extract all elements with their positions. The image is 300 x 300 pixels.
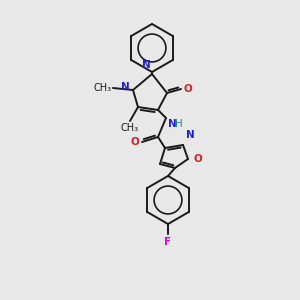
Text: CH₃: CH₃ — [121, 123, 139, 133]
Text: N: N — [121, 82, 130, 92]
Text: H: H — [175, 119, 183, 129]
Text: O: O — [184, 84, 193, 94]
Text: N: N — [142, 60, 150, 70]
Text: O: O — [130, 137, 139, 147]
Text: CH₃: CH₃ — [94, 83, 112, 93]
Text: N: N — [186, 130, 195, 140]
Text: O: O — [193, 154, 202, 164]
Text: N: N — [168, 119, 177, 129]
Text: F: F — [164, 237, 172, 247]
